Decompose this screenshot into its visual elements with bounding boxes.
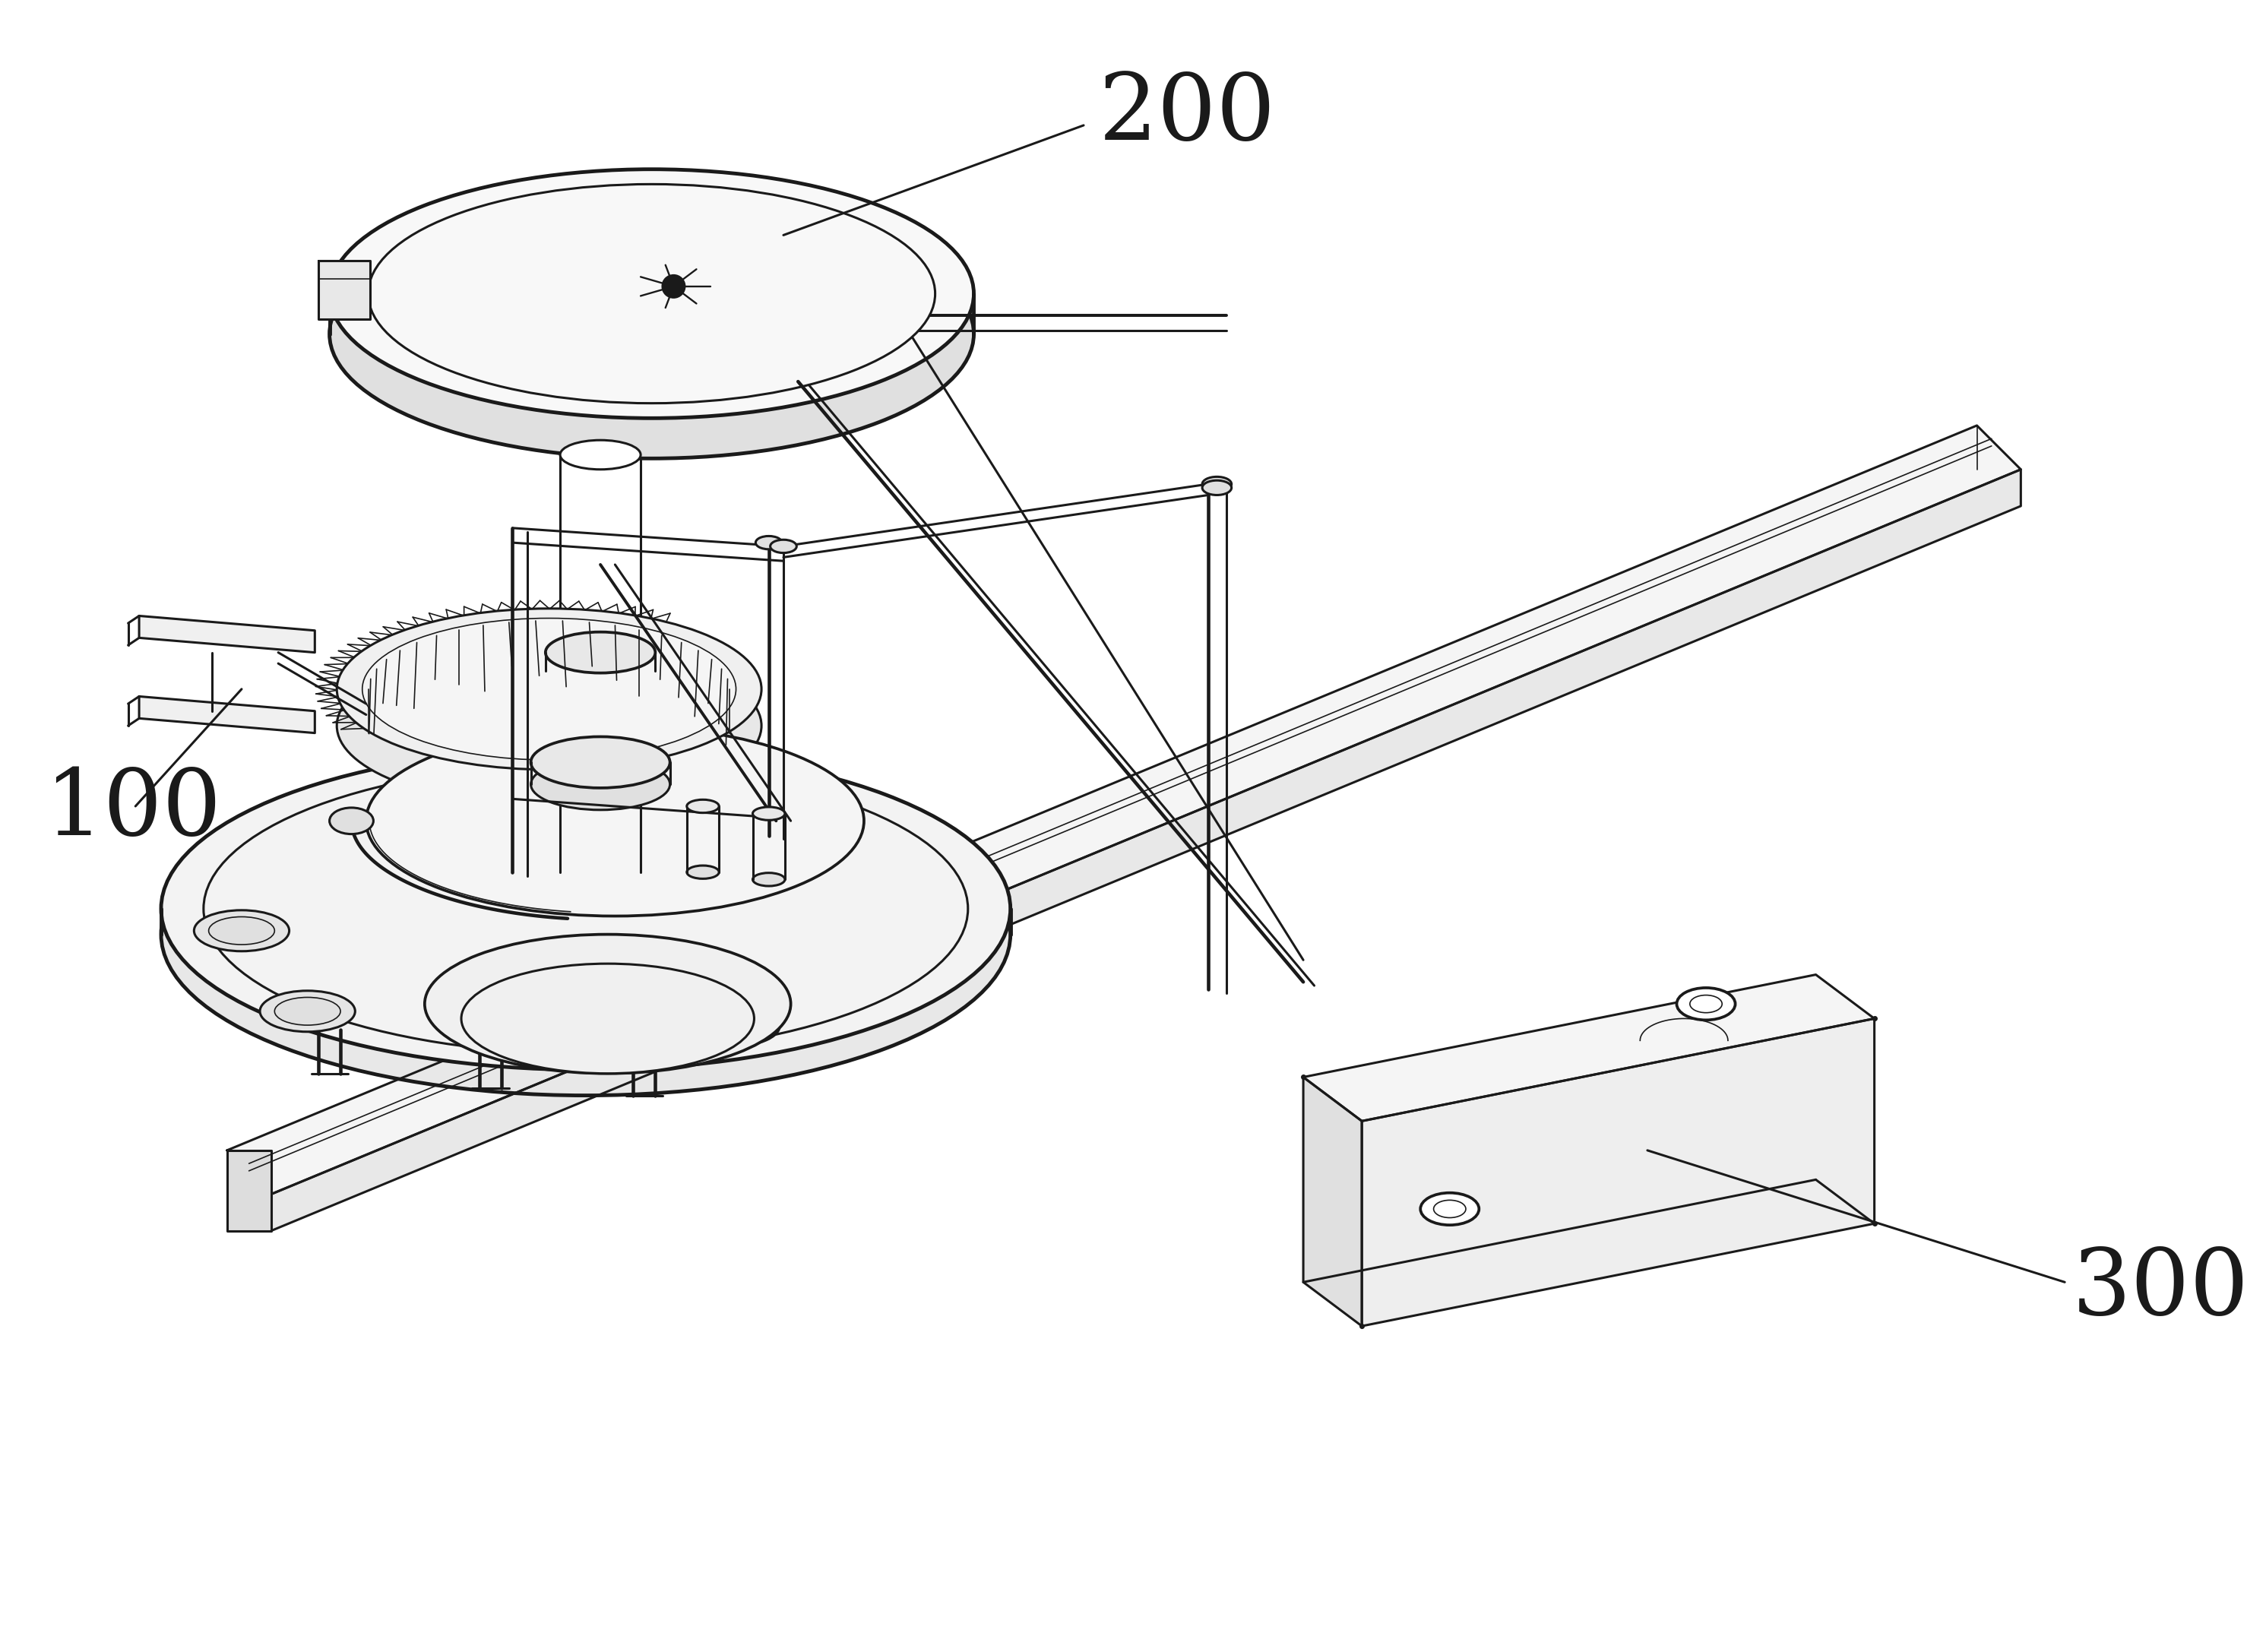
Polygon shape [1303, 1077, 1362, 1327]
Ellipse shape [752, 872, 784, 885]
Ellipse shape [684, 1006, 780, 1046]
Text: 300: 300 [2071, 1246, 2250, 1333]
Ellipse shape [208, 917, 274, 945]
Ellipse shape [1203, 481, 1230, 496]
Polygon shape [272, 469, 2021, 1231]
Ellipse shape [560, 439, 641, 469]
Ellipse shape [424, 935, 791, 1074]
Ellipse shape [338, 646, 761, 806]
Polygon shape [138, 697, 315, 733]
Ellipse shape [367, 725, 863, 917]
Ellipse shape [752, 806, 784, 819]
Ellipse shape [363, 618, 736, 760]
Ellipse shape [329, 210, 974, 459]
Ellipse shape [274, 998, 340, 1026]
Ellipse shape [546, 651, 655, 691]
Ellipse shape [687, 866, 718, 879]
Ellipse shape [367, 183, 936, 403]
Ellipse shape [261, 991, 356, 1032]
Ellipse shape [338, 608, 761, 770]
Ellipse shape [700, 1013, 766, 1039]
Ellipse shape [161, 748, 1011, 1070]
Ellipse shape [632, 1026, 700, 1054]
Polygon shape [1362, 1019, 1874, 1327]
Ellipse shape [662, 276, 684, 297]
Ellipse shape [1203, 477, 1230, 491]
Ellipse shape [1677, 988, 1736, 1019]
Ellipse shape [546, 633, 655, 672]
Ellipse shape [619, 1019, 714, 1061]
Ellipse shape [1690, 995, 1722, 1013]
Ellipse shape [530, 758, 671, 809]
Ellipse shape [329, 169, 974, 418]
Polygon shape [320, 261, 369, 319]
Ellipse shape [329, 808, 374, 834]
Text: 100: 100 [43, 765, 222, 854]
Ellipse shape [1421, 1193, 1480, 1226]
Text: 200: 200 [1099, 69, 1276, 159]
Ellipse shape [755, 535, 782, 548]
Polygon shape [1303, 975, 1874, 1122]
Ellipse shape [1434, 1199, 1466, 1218]
Ellipse shape [462, 963, 755, 1074]
Ellipse shape [204, 763, 968, 1054]
Ellipse shape [530, 737, 671, 788]
Polygon shape [138, 616, 315, 653]
Ellipse shape [161, 773, 1011, 1095]
Ellipse shape [195, 910, 290, 952]
Ellipse shape [367, 740, 863, 930]
Polygon shape [227, 1150, 272, 1231]
Ellipse shape [687, 800, 718, 813]
Ellipse shape [770, 540, 798, 553]
Polygon shape [227, 426, 2021, 1194]
